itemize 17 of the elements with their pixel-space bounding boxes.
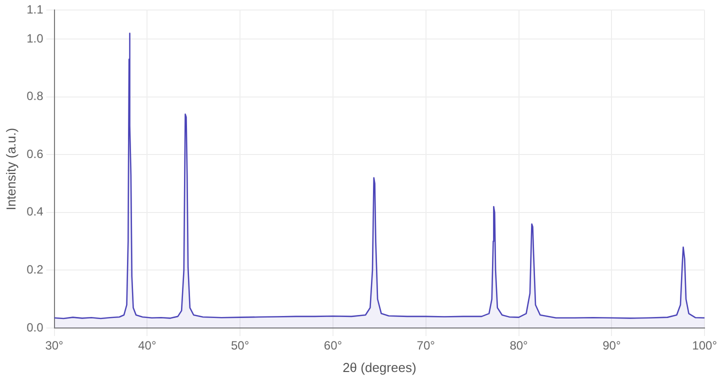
x-tick-label: 30° xyxy=(45,338,64,353)
y-tick-label: 0.4 xyxy=(26,204,44,219)
y-tick-label: 1.0 xyxy=(26,31,44,46)
y-tick-label: 0.6 xyxy=(26,146,44,161)
x-tick-label: 40° xyxy=(138,338,156,353)
x-tick-label: 70° xyxy=(416,338,436,353)
y-tick-label: 0.0 xyxy=(26,320,44,334)
y-axis-title: Intensity (a.u.) xyxy=(3,128,18,210)
y-tick-label: 0.8 xyxy=(26,89,44,104)
y-tick-label: 1.1 xyxy=(26,2,44,17)
y-tick-label: 0.2 xyxy=(26,262,44,277)
x-tick-label: 60° xyxy=(324,338,342,353)
x-tick-label: 80° xyxy=(510,338,528,353)
x-tick-label: 50° xyxy=(231,338,250,353)
x-tick-label: 90° xyxy=(602,338,621,353)
x-tick-label: 100° xyxy=(692,338,718,353)
x-axis-title: 2θ (degrees) xyxy=(342,360,416,375)
